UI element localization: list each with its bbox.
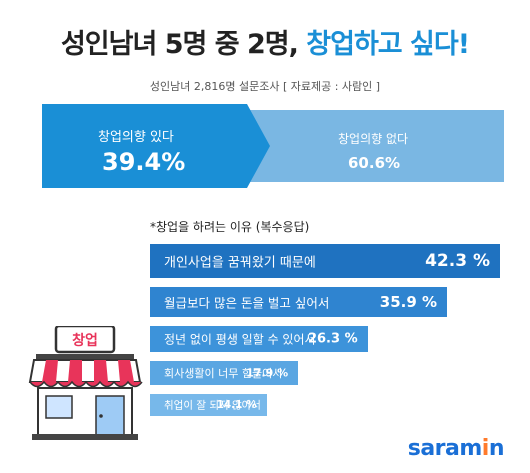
reason-bar-value: 17.9 % bbox=[246, 366, 289, 380]
reason-bar-value: 42.3 % bbox=[425, 251, 490, 271]
reason-bar-label: 정년 없이 평생 일할 수 있어서 bbox=[164, 332, 316, 347]
reason-bar-1: 개인사업을 꿈꿔왔기 때문에 42.3 % bbox=[150, 244, 500, 278]
yes-intention-label: 창업의향 있다 bbox=[98, 130, 174, 145]
title-main: 성인남녀 5명 중 2명, bbox=[60, 29, 299, 60]
reason-bar-label: 개인사업을 꿈꿔왔기 때문에 bbox=[164, 255, 316, 271]
no-intention-value: 60.6% bbox=[348, 154, 401, 172]
reason-bar-value: 35.9 % bbox=[379, 293, 438, 311]
reason-bar-label: 취업이 잘 되지 않아서 bbox=[164, 399, 261, 412]
reason-bar-4: 회사생활이 너무 힘들어서 17.9 % bbox=[150, 361, 299, 385]
reason-bar-value: 26.3 % bbox=[307, 331, 358, 347]
logo-i: i bbox=[481, 436, 490, 461]
no-intention-label: 창업의향 없다 bbox=[338, 132, 409, 146]
no-intention-segment bbox=[242, 110, 504, 182]
reason-bar-2: 월급보다 많은 돈을 벌고 싶어서 35.9 % bbox=[150, 287, 448, 317]
store-sign-text: 창업 bbox=[72, 332, 98, 349]
reason-bars: 개인사업을 꿈꿔왔기 때문에 42.3 % 월급보다 많은 돈을 벌고 싶어서 35.… bbox=[150, 244, 510, 444]
reason-bar-3: 정년 없이 평생 일할 수 있어서 26.3 % bbox=[150, 326, 368, 352]
title: 성인남녀 5명 중 2명, 창업하고 싶다! bbox=[0, 22, 530, 61]
reason-bar-label: 회사생활이 너무 힘들어서 bbox=[164, 367, 283, 380]
intention-split: 창업의향 있다 39.4% 창업의향 없다 60.6% bbox=[42, 104, 504, 188]
reason-bar-value: 14.1 % bbox=[216, 399, 257, 411]
logo-pre: saram bbox=[407, 436, 483, 461]
intention-split-svg bbox=[42, 104, 504, 188]
subtitle: 성인남녀 2,816명 설문조사 [ 자료제공 : 사람인 ] bbox=[149, 80, 381, 93]
reason-bar-label: 월급보다 많은 돈을 벌고 싶어서 bbox=[164, 295, 330, 311]
reason-bar-5: 취업이 잘 되지 않아서 14.1 % bbox=[150, 394, 267, 416]
store-icon: 창업 bbox=[28, 326, 143, 440]
title-highlight: 창업하고 싶다! bbox=[306, 29, 470, 60]
logo-post: n bbox=[488, 436, 505, 461]
saramin-logo: saramin bbox=[407, 436, 505, 461]
yes-intention-value: 39.4% bbox=[102, 148, 186, 176]
reason-title: *창업을 하려는 이유 (복수응답) bbox=[150, 220, 310, 234]
yes-intention-segment bbox=[42, 104, 270, 188]
